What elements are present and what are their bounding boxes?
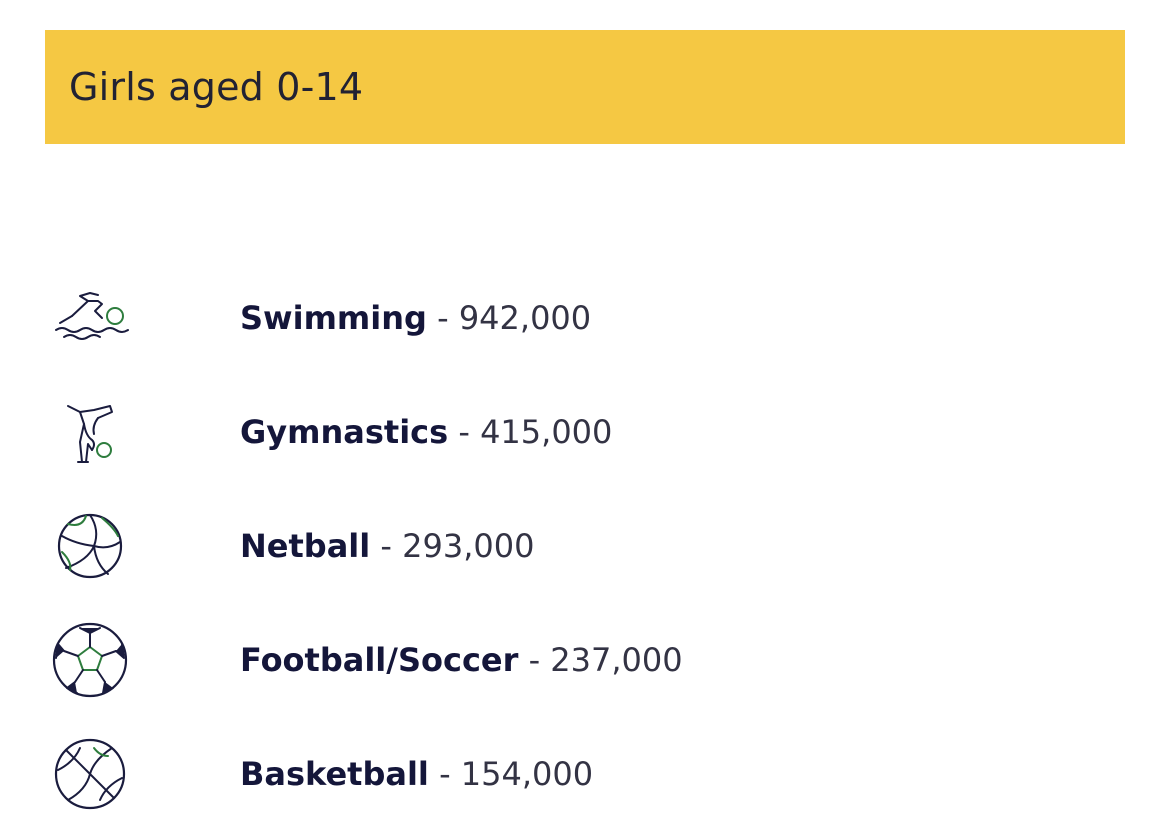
sport-name: Netball bbox=[240, 527, 371, 565]
separator: - bbox=[428, 755, 461, 793]
sport-count: 293,000 bbox=[402, 527, 535, 565]
sports-participation-panel: Girls aged 0-14 Swimming - 942,000 bbox=[45, 30, 1125, 810]
list-item-football-soccer: Football/Soccer - 237,000 bbox=[45, 610, 1125, 710]
gymnast-icon bbox=[50, 392, 130, 472]
sport-name: Basketball bbox=[240, 755, 429, 793]
sport-label: Netball - 293,000 bbox=[240, 526, 534, 566]
sport-label: Basketball - 154,000 bbox=[240, 754, 593, 794]
sport-name: Swimming bbox=[240, 299, 427, 337]
basketball-icon bbox=[50, 734, 130, 814]
separator: - bbox=[448, 413, 481, 451]
header-bar: Girls aged 0-14 bbox=[45, 30, 1125, 144]
header-title: Girls aged 0-14 bbox=[69, 65, 364, 109]
soccer-ball-icon bbox=[50, 620, 130, 700]
list-item-gymnastics: Gymnastics - 415,000 bbox=[45, 382, 1125, 482]
sport-name: Gymnastics bbox=[240, 413, 449, 451]
separator: - bbox=[370, 527, 403, 565]
sport-label: Swimming - 942,000 bbox=[240, 298, 591, 338]
sport-count: 942,000 bbox=[458, 299, 592, 337]
sport-label: Gymnastics - 415,000 bbox=[240, 412, 612, 452]
swimmer-icon bbox=[50, 276, 130, 356]
sport-count: 237,000 bbox=[550, 641, 683, 679]
list-item-swimming: Swimming - 942,000 bbox=[45, 268, 1125, 368]
list-item-basketball: Basketball - 154,000 bbox=[45, 724, 1125, 824]
sport-count: 154,000 bbox=[460, 755, 594, 793]
separator: - bbox=[426, 299, 459, 337]
sport-name: Football/Soccer bbox=[240, 641, 519, 679]
netball-icon bbox=[50, 506, 130, 586]
separator: - bbox=[518, 641, 551, 679]
list-item-netball: Netball - 293,000 bbox=[45, 496, 1125, 596]
sport-label: Football/Soccer - 237,000 bbox=[240, 640, 683, 680]
sport-count: 415,000 bbox=[480, 413, 613, 451]
